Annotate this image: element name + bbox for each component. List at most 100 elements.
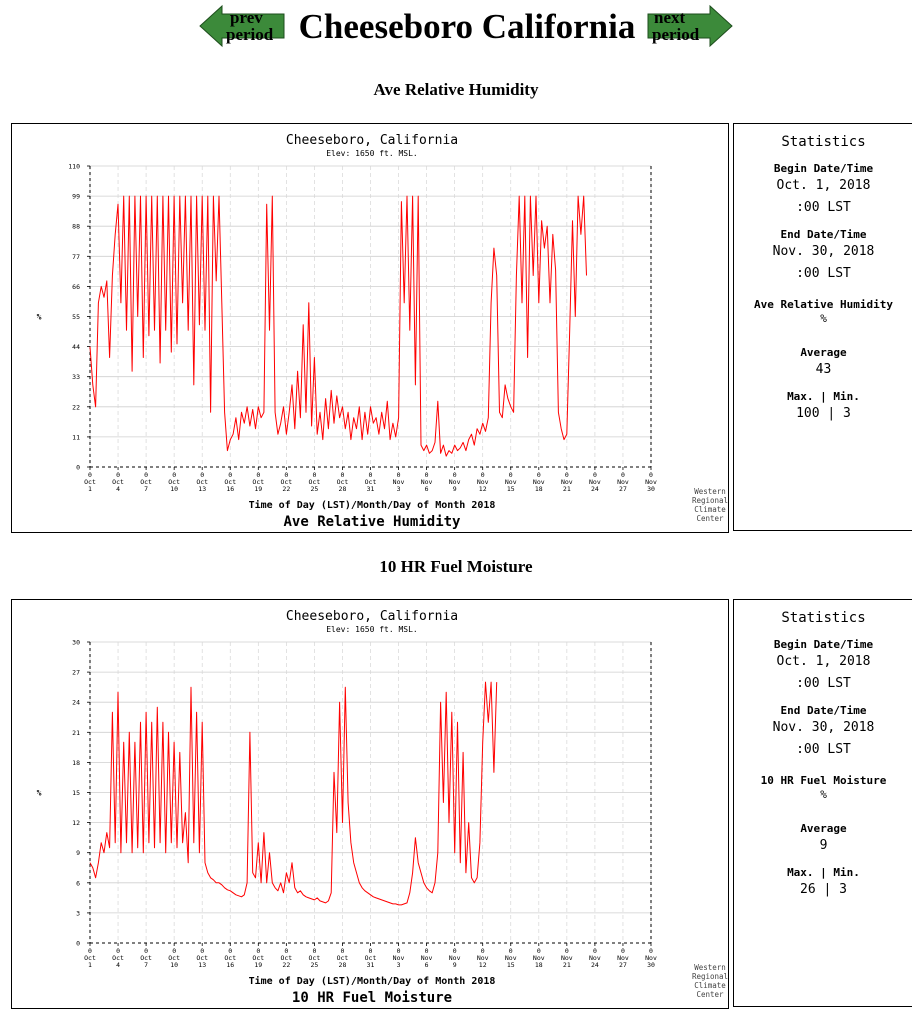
x-tick-day: 13 bbox=[198, 961, 206, 969]
x-tick-day: 1 bbox=[88, 485, 92, 493]
x-tick-month: Nov bbox=[533, 478, 545, 486]
y-tick-label: 44 bbox=[72, 343, 80, 351]
x-tick-day: 28 bbox=[339, 485, 347, 493]
x-tick-day: 12 bbox=[479, 961, 487, 969]
x-tick-day: 16 bbox=[226, 961, 234, 969]
x-tick-day: 24 bbox=[591, 485, 599, 493]
x-tick-month: Oct bbox=[196, 478, 208, 486]
x-tick-hour: 0 bbox=[537, 471, 541, 479]
x-tick-hour: 0 bbox=[312, 471, 316, 479]
x-tick-hour: 0 bbox=[340, 947, 344, 955]
y-tick-label: 66 bbox=[72, 283, 80, 291]
x-tick-hour: 0 bbox=[116, 947, 120, 955]
x-tick-month: Nov bbox=[561, 954, 573, 962]
chart-bottom-label: Ave Relative Humidity bbox=[283, 514, 461, 530]
humidity-stats-panel: Statistics Begin Date/Time Oct. 1, 2018 … bbox=[733, 123, 912, 531]
x-tick-hour: 0 bbox=[425, 947, 429, 955]
x-tick-hour: 0 bbox=[425, 471, 429, 479]
x-tick-day: 7 bbox=[144, 961, 148, 969]
x-tick-month: Oct bbox=[280, 478, 292, 486]
x-tick-hour: 0 bbox=[172, 471, 176, 479]
x-tick-month: Oct bbox=[168, 478, 180, 486]
y-tick-label: 18 bbox=[72, 759, 80, 767]
variable-name: 10 HR Fuel Moisture bbox=[760, 774, 887, 787]
x-tick-month: Oct bbox=[224, 478, 236, 486]
end-date: Nov. 30, 2018 bbox=[772, 720, 875, 735]
x-tick-day: 19 bbox=[254, 485, 262, 493]
y-tick-label: 12 bbox=[72, 819, 80, 827]
x-tick-hour: 0 bbox=[312, 947, 316, 955]
x-tick-month: Nov bbox=[449, 954, 461, 962]
next-period-button[interactable]: next period bbox=[644, 4, 734, 48]
x-tick-month: Nov bbox=[477, 478, 489, 486]
x-tick-month: Oct bbox=[309, 478, 321, 486]
x-tick-day: 30 bbox=[647, 961, 655, 969]
chart-title: Cheeseboro, California bbox=[286, 133, 458, 148]
x-tick-day: 3 bbox=[397, 961, 401, 969]
y-tick-label: 77 bbox=[72, 253, 80, 261]
maxmin-label: Max. | Min. bbox=[787, 866, 860, 879]
x-tick-hour: 0 bbox=[228, 471, 232, 479]
x-tick-day: 21 bbox=[563, 485, 571, 493]
prev-label-bottom: period bbox=[226, 25, 274, 44]
x-tick-hour: 0 bbox=[172, 947, 176, 955]
end-time: :00 LST bbox=[796, 742, 851, 757]
y-tick-label: 0 bbox=[76, 940, 80, 948]
x-tick-hour: 0 bbox=[481, 471, 485, 479]
credit-text: Regional bbox=[692, 972, 728, 981]
x-tick-day: 27 bbox=[619, 961, 627, 969]
prev-period-button[interactable]: prev period bbox=[198, 4, 288, 48]
begin-date: Oct. 1, 2018 bbox=[776, 178, 871, 193]
x-tick-hour: 0 bbox=[593, 471, 597, 479]
x-tick-hour: 0 bbox=[144, 471, 148, 479]
x-tick-day: 21 bbox=[563, 961, 571, 969]
begin-time: :00 LST bbox=[796, 676, 851, 691]
x-tick-hour: 0 bbox=[565, 947, 569, 955]
x-tick-month: Nov bbox=[477, 954, 489, 962]
x-tick-hour: 0 bbox=[256, 947, 260, 955]
x-tick-month: Oct bbox=[84, 478, 96, 486]
data-series-line bbox=[89, 681, 498, 906]
x-tick-hour: 0 bbox=[649, 947, 653, 955]
end-label: End Date/Time bbox=[780, 704, 867, 717]
x-tick-hour: 0 bbox=[200, 947, 204, 955]
x-tick-hour: 0 bbox=[565, 471, 569, 479]
left-arrow-icon bbox=[199, 4, 285, 48]
x-tick-month: Oct bbox=[365, 478, 377, 486]
x-tick-day: 7 bbox=[144, 485, 148, 493]
y-tick-label: 9 bbox=[76, 849, 80, 857]
x-tick-month: Nov bbox=[589, 954, 601, 962]
x-tick-month: Oct bbox=[365, 954, 377, 962]
stats-heading: Statistics bbox=[781, 610, 866, 626]
x-tick-day: 19 bbox=[254, 961, 262, 969]
y-tick-label: 11 bbox=[72, 433, 80, 441]
credit-text: Center bbox=[696, 514, 724, 523]
x-tick-hour: 0 bbox=[284, 947, 288, 955]
section-title-humidity: Ave Relative Humidity bbox=[373, 80, 539, 99]
x-tick-month: Nov bbox=[589, 478, 601, 486]
x-tick-month: Nov bbox=[393, 954, 405, 962]
x-tick-month: Nov bbox=[617, 954, 629, 962]
x-tick-month: Oct bbox=[280, 954, 292, 962]
x-tick-hour: 0 bbox=[116, 471, 120, 479]
x-tick-hour: 0 bbox=[509, 947, 513, 955]
x-tick-hour: 0 bbox=[88, 947, 92, 955]
x-tick-day: 25 bbox=[310, 485, 318, 493]
y-tick-label: 55 bbox=[72, 313, 80, 321]
x-tick-day: 24 bbox=[591, 961, 599, 969]
x-tick-hour: 0 bbox=[369, 947, 373, 955]
stats-heading: Statistics bbox=[781, 134, 866, 150]
x-tick-day: 9 bbox=[453, 961, 457, 969]
x-tick-month: Nov bbox=[505, 954, 517, 962]
x-tick-month: Nov bbox=[645, 478, 657, 486]
average-label: Average bbox=[800, 822, 847, 835]
x-tick-day: 28 bbox=[339, 961, 347, 969]
credit-text: Climate bbox=[694, 505, 726, 514]
x-tick-month: Oct bbox=[337, 954, 349, 962]
y-tick-label: 24 bbox=[72, 699, 80, 707]
y-tick-label: 30 bbox=[72, 639, 80, 647]
x-tick-day: 10 bbox=[170, 485, 178, 493]
y-tick-label: 33 bbox=[72, 373, 80, 381]
